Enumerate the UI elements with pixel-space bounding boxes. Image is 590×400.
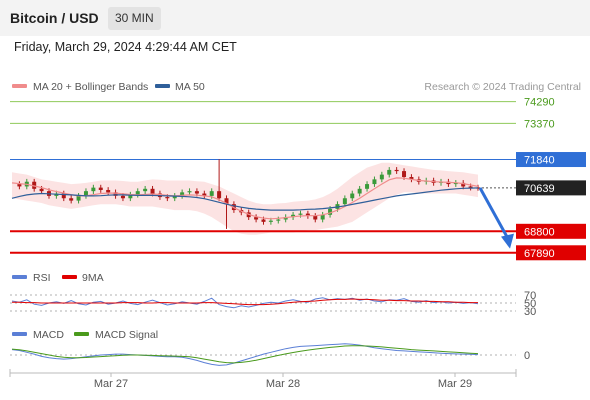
candle-body	[150, 188, 155, 194]
candle-body	[402, 171, 407, 177]
header-bar	[0, 0, 590, 36]
candle-body	[453, 182, 458, 185]
level-tag-68800	[516, 223, 586, 239]
ma50-line	[11, 187, 479, 211]
rsi-tick-50: 50	[524, 298, 536, 310]
last-price-label: 70639	[524, 183, 555, 195]
candle-body	[461, 182, 466, 187]
macd-legend-label: MACD	[33, 329, 64, 341]
candle-body	[268, 220, 273, 222]
candle-body	[76, 195, 81, 201]
rsi-legend-label: RSI	[33, 272, 51, 284]
candle-body	[365, 184, 370, 189]
forecast-arrow-head	[501, 233, 514, 249]
candle-body	[291, 214, 296, 218]
candle-body	[261, 219, 266, 222]
ma50-legend-label: MA 50	[175, 81, 205, 93]
rsi-ma9-legend-label: 9MA	[82, 272, 104, 284]
candle-body	[165, 197, 170, 199]
candle-body	[350, 193, 355, 199]
level-label-67890: 67890	[524, 248, 555, 260]
candle-body	[224, 198, 229, 205]
candle-body	[320, 214, 325, 220]
level-label-74290: 74290	[524, 97, 555, 109]
ma20-line	[11, 177, 479, 220]
candle-body	[357, 188, 362, 194]
timeframe-badge[interactable]: 30 MIN	[108, 7, 161, 30]
candle-body	[202, 193, 207, 196]
ma20-legend-label: MA 20 + Bollinger Bands	[33, 81, 148, 93]
candle-body	[276, 219, 281, 221]
level-label-68800: 68800	[524, 226, 555, 238]
level-tag-71840	[516, 152, 586, 168]
candle-body	[283, 217, 288, 220]
chart-legend: MA 20 + Bollinger Bands MA 50 Research ©…	[12, 81, 581, 93]
rsi-line	[11, 297, 479, 309]
forecast-arrow-shaft	[478, 187, 510, 240]
candle-body	[409, 177, 414, 180]
candle-body	[98, 187, 103, 190]
candle-body	[387, 169, 392, 175]
ma20-legend-swatch	[12, 84, 27, 88]
x-tick-label-mar-27: Mar 27	[94, 378, 128, 390]
candle-body	[32, 181, 37, 189]
macd-line	[11, 343, 479, 366]
candle-body	[328, 208, 333, 215]
x-tick-label-mar-29: Mar 29	[438, 378, 472, 390]
candle-body	[342, 198, 347, 205]
candle-body	[194, 191, 199, 194]
rsi-ma9-legend-swatch	[62, 275, 77, 279]
rsi-tick-30: 30	[524, 306, 536, 318]
candle-body	[61, 193, 66, 199]
candle-body	[313, 215, 318, 220]
candle-body	[143, 188, 148, 192]
candle-body	[180, 192, 185, 196]
candle-body	[305, 213, 310, 216]
candle-body	[379, 174, 384, 180]
candle-body	[69, 198, 74, 201]
candle-body	[135, 191, 140, 195]
rsi-legend-swatch	[12, 275, 27, 279]
candle-body	[209, 191, 214, 196]
datetime-label: Friday, March 29, 2024 4:29:44 AM CET	[14, 40, 237, 54]
instrument-title: Bitcoin / USD	[10, 10, 99, 26]
last-price-tag	[516, 180, 586, 196]
candle-body	[372, 179, 377, 185]
rsi-tick-70: 70	[524, 290, 536, 302]
candle-body	[217, 191, 222, 199]
credit-label: Research © 2024 Trading Central	[424, 81, 581, 93]
candle-body	[394, 169, 399, 172]
level-label-73370: 73370	[524, 118, 555, 130]
macd-legend-swatch	[12, 332, 27, 336]
candle-body	[39, 188, 44, 192]
candle-body	[187, 191, 192, 193]
candle-body	[298, 213, 303, 215]
level-label-71840: 71840	[524, 155, 555, 167]
candle-body	[120, 195, 125, 199]
candle-body	[254, 217, 259, 220]
candle-body	[172, 195, 177, 199]
x-tick-label-mar-28: Mar 28	[266, 378, 300, 390]
macd-signal-legend-swatch	[74, 332, 89, 336]
ma50-legend-swatch	[155, 84, 170, 88]
candle-body	[468, 186, 473, 188]
candle-body	[17, 184, 22, 187]
candle-body	[91, 187, 96, 192]
bollinger-band	[12, 162, 478, 235]
macd-signal-legend-label: MACD Signal	[95, 329, 158, 341]
rsi-ma9-line	[12, 298, 478, 306]
level-tag-67890	[516, 245, 586, 261]
candle-body	[106, 189, 111, 193]
candle-body	[113, 192, 118, 196]
macd-signal-line	[11, 345, 479, 364]
macd-tick-0: 0	[524, 350, 530, 362]
candle-body	[83, 191, 88, 196]
candle-body	[128, 194, 133, 199]
